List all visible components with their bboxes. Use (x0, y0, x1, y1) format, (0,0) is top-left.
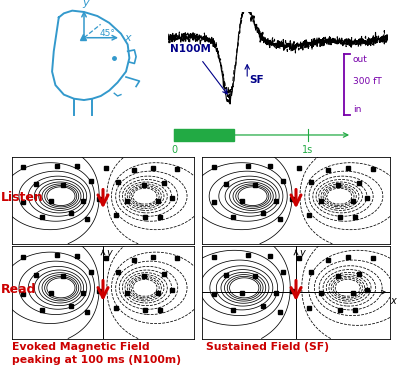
Text: Evoked Magnetic Field
peaking at 100 ms (N100m): Evoked Magnetic Field peaking at 100 ms … (12, 342, 181, 365)
Text: y: y (106, 248, 112, 258)
Text: in: in (353, 105, 361, 114)
Text: Sustained Field (SF): Sustained Field (SF) (206, 342, 329, 353)
Text: 300 fT: 300 fT (353, 77, 382, 86)
Bar (174, 129, 234, 140)
Text: Read: Read (1, 283, 36, 296)
Text: x: x (390, 296, 396, 306)
Text: 0: 0 (171, 145, 177, 155)
Text: SF: SF (250, 75, 264, 85)
Text: out: out (353, 55, 368, 64)
Text: 1s: 1s (302, 145, 314, 155)
Text: Listen: Listen (1, 191, 44, 204)
Text: y: y (300, 248, 305, 258)
Text: N100M: N100M (170, 44, 211, 54)
Text: x: x (124, 33, 131, 43)
Text: y: y (82, 0, 89, 8)
Text: 45°: 45° (99, 29, 115, 38)
